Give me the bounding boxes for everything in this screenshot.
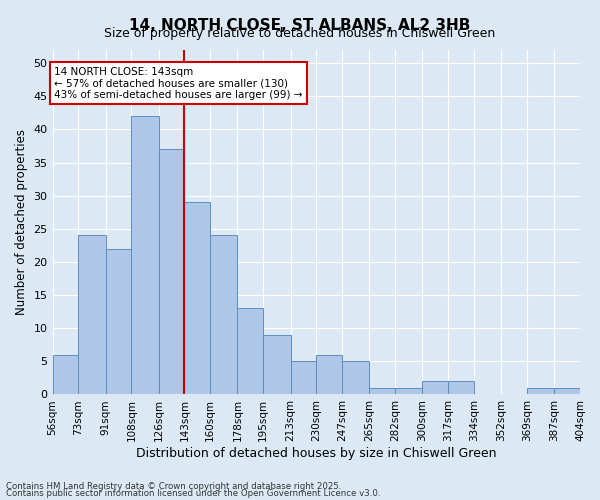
Bar <box>79 236 106 394</box>
Bar <box>448 381 474 394</box>
Bar <box>53 354 79 395</box>
Bar <box>395 388 422 394</box>
Bar <box>158 150 184 394</box>
Bar <box>290 362 316 394</box>
Bar <box>370 388 395 394</box>
Text: 14, NORTH CLOSE, ST ALBANS, AL2 3HB: 14, NORTH CLOSE, ST ALBANS, AL2 3HB <box>130 18 470 32</box>
Bar <box>184 202 210 394</box>
Bar <box>342 362 370 394</box>
Bar <box>131 116 158 394</box>
Text: Contains HM Land Registry data © Crown copyright and database right 2025.: Contains HM Land Registry data © Crown c… <box>6 482 341 491</box>
Bar <box>554 388 580 394</box>
Bar <box>422 381 448 394</box>
Bar <box>580 388 600 394</box>
Bar <box>238 308 263 394</box>
Bar <box>316 354 342 395</box>
Text: 14 NORTH CLOSE: 143sqm
← 57% of detached houses are smaller (130)
43% of semi-de: 14 NORTH CLOSE: 143sqm ← 57% of detached… <box>54 66 302 100</box>
Text: Size of property relative to detached houses in Chiswell Green: Size of property relative to detached ho… <box>104 28 496 40</box>
Text: Contains public sector information licensed under the Open Government Licence v3: Contains public sector information licen… <box>6 490 380 498</box>
Y-axis label: Number of detached properties: Number of detached properties <box>15 129 28 315</box>
Bar <box>263 335 290 394</box>
Bar <box>106 248 131 394</box>
X-axis label: Distribution of detached houses by size in Chiswell Green: Distribution of detached houses by size … <box>136 447 497 460</box>
Bar <box>527 388 554 394</box>
Bar <box>210 236 238 394</box>
